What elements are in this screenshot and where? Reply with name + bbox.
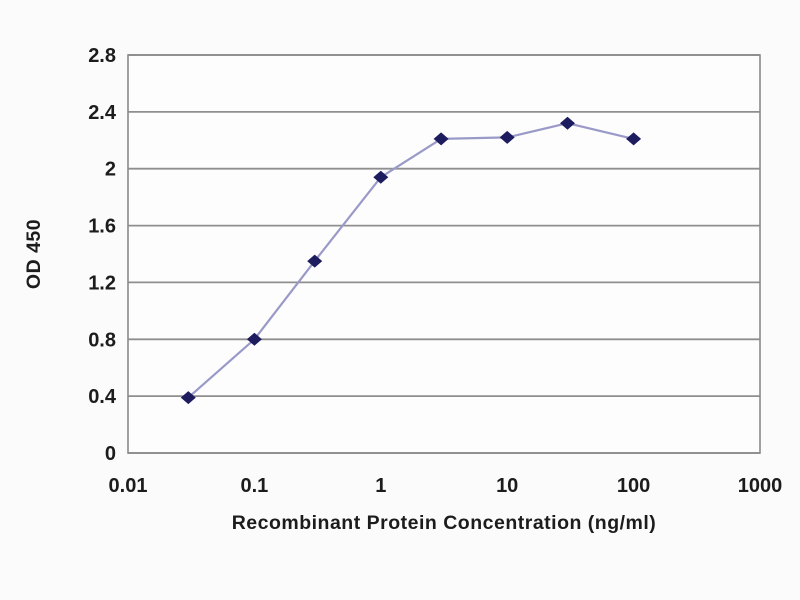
- y-tick-label: 2.8: [88, 45, 116, 67]
- series-line: [187, 122, 635, 399]
- y-tick-label: 1.2: [88, 272, 116, 294]
- x-tick-label: 1: [375, 475, 386, 497]
- data-point-marker: [626, 132, 642, 146]
- data-series: [180, 116, 642, 405]
- data-point-marker: [246, 332, 262, 346]
- y-tick-label: 0.8: [88, 329, 116, 351]
- x-tick-label: 10: [496, 475, 518, 497]
- data-point-marker: [560, 116, 575, 130]
- data-point-marker: [180, 391, 196, 405]
- y-tick-label: 2: [105, 159, 116, 181]
- plot-frame: [127, 54, 761, 454]
- data-point-marker: [307, 254, 323, 268]
- x-tick-label: 0.01: [109, 475, 148, 497]
- y-axis-title: OD 450: [23, 219, 45, 289]
- plot-area-background: [128, 55, 760, 453]
- y-gridlines: [128, 54, 760, 454]
- y-tick-label: 0: [105, 443, 116, 465]
- y-tick-label: 0.4: [88, 386, 117, 408]
- data-point-marker: [433, 132, 449, 146]
- y-tick-label: 2.4: [88, 102, 117, 124]
- x-tick-label: 100: [617, 475, 650, 497]
- x-tick-label: 0.1: [240, 475, 268, 497]
- y-tick-label: 1.6: [88, 216, 116, 238]
- x-axis-title: Recombinant Protein Concentration (ng/ml…: [232, 512, 657, 534]
- data-point-marker: [373, 170, 389, 184]
- data-point-marker: [499, 130, 515, 144]
- x-tick-label: 1000: [738, 475, 783, 497]
- y-axis-tick-labels: 0 0.4 0.8 1.2 1.6 2 2.4 2.8: [88, 45, 117, 465]
- x-axis-tick-labels: 0.01 0.1 1 10 100 1000: [109, 475, 783, 497]
